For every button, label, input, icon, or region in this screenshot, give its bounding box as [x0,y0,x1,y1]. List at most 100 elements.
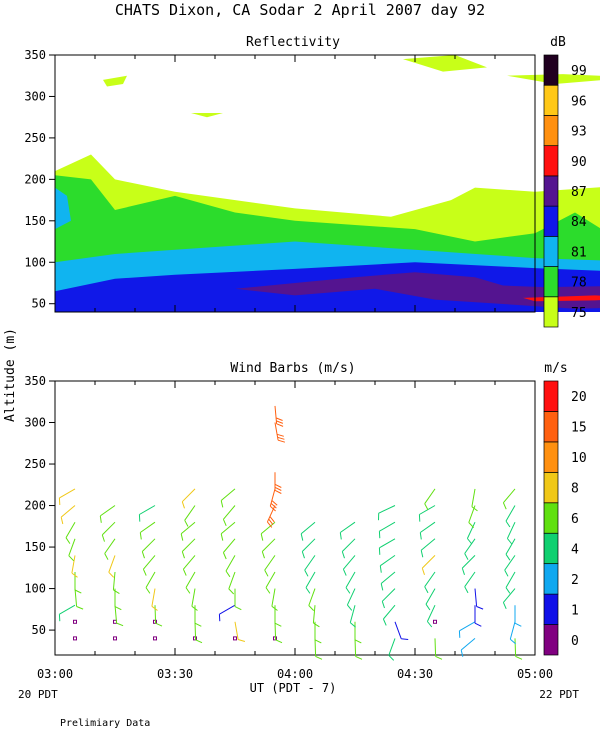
wind-barb [234,588,242,611]
reflectivity-colorbar-label: 96 [571,94,587,109]
reflectivity-colorbar-unit: dB [550,35,566,50]
wind-colorbar-label: 8 [571,482,579,497]
wind-colorbar-label: 20 [571,390,587,405]
wind-barb [388,638,396,661]
wind-barb [505,538,516,561]
reflectivity-y-tick-label: 350 [24,48,46,62]
wind-barb [425,588,436,611]
wind-barb [184,505,196,527]
reflectivity-y-tick-label: 250 [24,131,46,145]
reflectivity-y-tick-label: 100 [24,255,46,269]
wind-calm-marker [233,636,237,641]
wind-barb [99,505,116,523]
wind-barb [505,505,516,528]
wind-calm-marker [273,636,277,641]
wind-calm-marker [153,636,157,641]
wind-colorbar-unit: m/s [544,361,567,376]
x-tick-label: 03:00 [37,667,73,681]
wind-barb [419,521,436,540]
wind-barb [139,521,156,540]
wind-barb [394,621,409,640]
wind-barb [58,488,76,506]
wind-barb [220,488,236,508]
x-tick-label: 05:00 [517,667,553,681]
wind-colorbar-swatch [543,502,559,534]
wind-barb [181,488,196,509]
wind-y-tick-label: 300 [24,416,46,430]
wind-colorbar: 0 1 2 4 6 8 10 15 20 [543,380,587,656]
wind-barb [261,538,276,559]
wind-barb [141,538,156,559]
wind-barb [145,571,156,594]
x-tick-label: 04:00 [277,667,313,681]
reflectivity-contour-90db [523,295,600,302]
wind-calm-marker [113,636,117,641]
reflectivity-contour-75db [103,75,127,87]
wind-barb [504,555,516,577]
wind-barb [464,571,476,594]
wind-barb [138,505,156,522]
wind-barb [274,605,282,627]
wind-barb [464,538,476,560]
wind-barb [304,555,316,577]
wind-barb [114,588,122,611]
wind-colorbar-label: 0 [571,634,579,649]
wind-barb [434,638,443,660]
wind-colorbar-label: 15 [571,421,587,436]
wind-barb [509,621,516,645]
wind-barb [502,488,516,510]
wind-colorbar-swatch [543,471,559,504]
wind-colorbar-swatch [543,563,559,595]
wind-barb [382,604,396,626]
right-date-label: 22 PDT [539,688,579,701]
wind-barb [421,555,436,575]
wind-barb [300,521,316,541]
wind-barb [101,521,116,542]
wind-barb [312,605,320,628]
wind-calm-marker [73,619,77,624]
reflectivity-colorbar-swatch-75 [543,296,559,328]
wind-barb [346,588,356,611]
wind-barb [71,555,78,578]
reflectivity-colorbar-label: 93 [571,125,587,140]
wind-barb [74,572,82,594]
wind-barb [142,555,156,576]
wind-barb [474,605,482,627]
wind-colorbar-label: 6 [571,512,579,527]
wind-barb [314,638,323,660]
wind-barb [104,538,116,560]
wind-barb [424,571,436,594]
wind-barb [466,521,476,545]
wind-barb [194,605,202,627]
wind-barb [194,621,203,644]
wind-barb [420,538,436,558]
wind-barb [354,621,362,644]
wind-calm-marker [73,636,77,641]
wind-barb [345,571,356,594]
wind-barb [260,521,276,541]
reflectivity-y-tick-label: 50 [32,297,46,311]
wind-barb [514,605,522,627]
wind-barb [471,488,478,512]
wind-colorbar-swatch [543,380,559,412]
x-tick-label: 04:30 [397,667,433,681]
wind-barb [271,588,278,611]
footer-note: Prelimiary Data [60,718,150,729]
wind-barb [349,605,356,628]
wind-barb [185,571,196,594]
reflectivity-colorbar-label: 78 [571,276,587,291]
wind-barb [265,571,276,594]
wind-barb [74,588,84,610]
reflectivity-colorbar-label: 81 [571,245,587,260]
wind-barb [182,555,196,576]
wind-barb [308,588,316,611]
wind-barb [378,538,396,555]
reflectivity-colorbar-label: 90 [571,155,587,170]
wind-barb [60,505,76,525]
wind-barb [305,571,316,594]
x-tick-label: 03:30 [157,667,193,681]
x-axis-label: UT (PDT - 7) [250,681,337,695]
